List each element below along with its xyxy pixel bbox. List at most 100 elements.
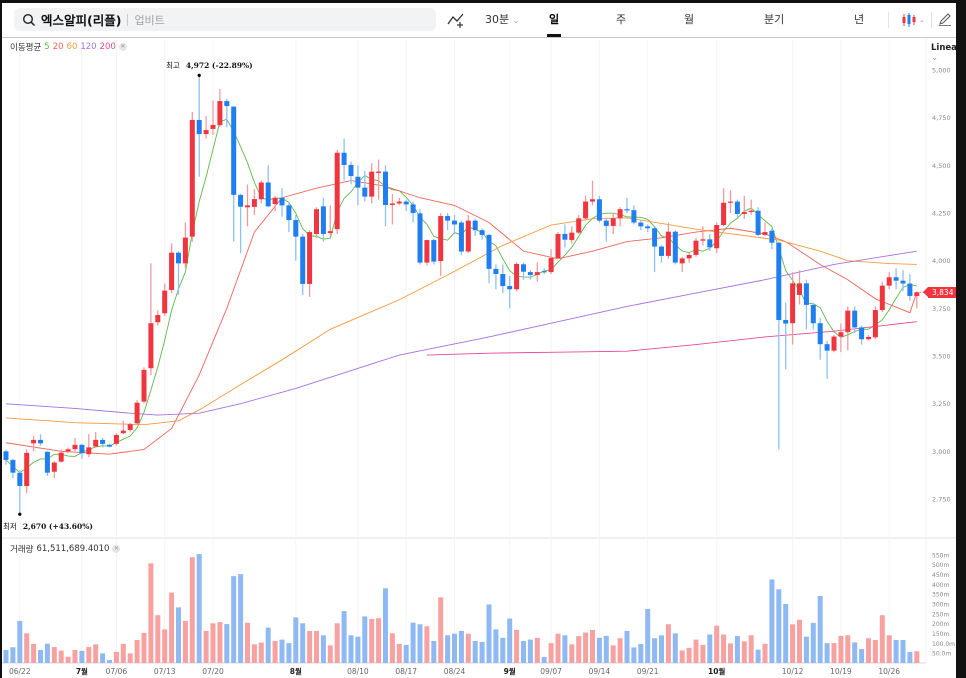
candle	[741, 195, 747, 219]
candle	[486, 233, 492, 284]
candle-body	[79, 444, 85, 454]
volume-bar	[583, 632, 589, 663]
volume-bar	[410, 622, 416, 663]
price-tick-label: 2,750	[932, 496, 951, 504]
candle	[631, 205, 637, 225]
candle-body	[93, 439, 99, 447]
chart-type-candle-icon[interactable]: ⌄	[901, 12, 927, 28]
candle	[548, 249, 554, 275]
candle-body	[624, 209, 630, 211]
volume-bar	[348, 635, 354, 663]
tab-period-quarter[interactable]: 분기	[764, 13, 785, 26]
candle-body	[293, 220, 299, 237]
tab-period-year[interactable]: 년	[854, 13, 865, 26]
x-tick-label: 09/07	[540, 667, 562, 676]
volume-bar	[203, 630, 209, 663]
candle	[113, 433, 119, 446]
candle-body	[410, 204, 416, 213]
candle-body	[389, 203, 395, 205]
add-indicator-icon[interactable]	[447, 12, 465, 28]
candle-body	[155, 315, 161, 323]
candle	[334, 150, 340, 234]
volume-bar	[58, 650, 64, 663]
x-tick-label: 07/13	[154, 667, 176, 676]
candle-body	[320, 206, 326, 234]
volume-bar	[603, 635, 609, 663]
candle	[900, 270, 906, 292]
candle-body	[258, 182, 264, 200]
candle	[797, 270, 802, 305]
volume-bar	[479, 641, 485, 663]
candle	[410, 201, 416, 223]
tab-period-day[interactable]: 일	[549, 13, 560, 26]
candle	[700, 226, 706, 246]
symbol-search-box[interactable]: 엑스알피(리플) 업비트	[14, 8, 436, 31]
volume-tick-label: 100.0m	[932, 641, 955, 648]
ma-5-label[interactable]: 5	[44, 42, 50, 52]
candle	[776, 241, 782, 450]
candle	[362, 171, 368, 202]
volume-bar	[700, 644, 706, 663]
volume-tick-label: 250m	[932, 611, 949, 618]
volume-bar	[845, 635, 851, 663]
volume-bar	[17, 620, 23, 663]
volume-bar	[396, 643, 402, 663]
candle	[79, 443, 85, 459]
price-tick-label: 4,750	[932, 114, 951, 122]
candle-body	[396, 201, 402, 204]
volume-bar	[590, 629, 595, 663]
x-tick-label: 08/24	[444, 667, 466, 676]
volume-bar	[279, 639, 285, 663]
candle-body	[652, 228, 658, 247]
price-tick-label: 3,000	[932, 448, 951, 456]
volume-bar	[500, 637, 506, 663]
ma-60-label[interactable]: 60	[66, 42, 78, 52]
tab-period-month[interactable]: 월	[684, 13, 695, 26]
volume-bar	[389, 633, 395, 663]
search-icon	[22, 13, 36, 26]
candle	[576, 214, 582, 234]
candle	[859, 325, 865, 345]
volume-bar	[300, 623, 306, 663]
interval-dropdown[interactable]: 30분 ⌄	[485, 11, 519, 27]
pencil-icon[interactable]	[938, 12, 952, 26]
candle	[176, 251, 181, 295]
price-chart[interactable]: 06/22 7월 07/06 07/13 07/20 8월 08/10 08/17 08/24 9…	[2, 3, 956, 678]
tab-period-week[interactable]: 주	[616, 13, 627, 26]
candle	[686, 253, 692, 263]
candle-body	[182, 237, 188, 264]
volume-bar	[231, 576, 237, 663]
candle	[431, 238, 437, 265]
volume-bar	[93, 644, 99, 663]
volume-bar	[113, 651, 119, 663]
candle-body	[341, 152, 347, 165]
candle	[783, 302, 789, 370]
volume-bar	[100, 653, 106, 663]
scale-dropdown[interactable]: Linear ⌄	[931, 43, 956, 63]
candle	[182, 222, 188, 269]
price-tick-label: 4,250	[932, 210, 951, 218]
volume-bar	[258, 642, 264, 663]
candle-body	[762, 232, 768, 235]
remove-ma-icon[interactable]: ✕	[118, 43, 127, 51]
volume-bar	[162, 629, 168, 663]
candle	[659, 245, 664, 263]
candle	[458, 220, 464, 255]
candle-body	[493, 268, 499, 275]
candle	[817, 317, 823, 360]
candle-body	[189, 119, 195, 237]
ma-20-label[interactable]: 20	[52, 42, 64, 52]
candle	[265, 165, 271, 208]
volume-bar	[272, 640, 278, 663]
remove-volume-icon[interactable]: ✕	[112, 545, 121, 553]
volume-bar	[141, 632, 147, 663]
candle	[251, 189, 257, 215]
volume-bar	[762, 643, 768, 663]
ma-120-label[interactable]: 120	[80, 42, 97, 52]
ma-200-label[interactable]: 200	[99, 42, 116, 52]
volume-bar	[438, 597, 444, 663]
candle	[189, 111, 195, 242]
volume-bar	[866, 638, 871, 663]
candle-body	[307, 232, 313, 284]
volume-tick-label: 200m	[932, 621, 949, 628]
